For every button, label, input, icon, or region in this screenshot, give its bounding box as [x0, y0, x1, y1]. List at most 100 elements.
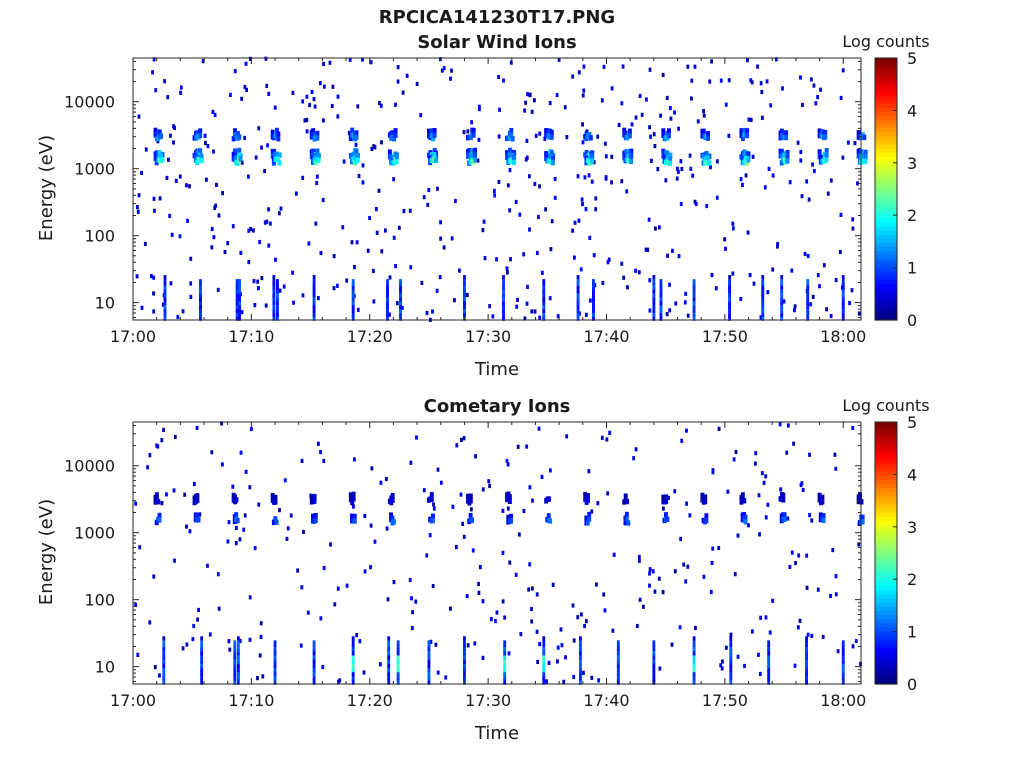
- spectrogram-cell: [391, 519, 396, 525]
- spectrogram-cell: [399, 314, 402, 321]
- spectrogram-cell: [758, 671, 762, 677]
- spectrogram-cell: [436, 467, 440, 472]
- spectrogram-cell: [436, 670, 440, 675]
- spectrogram-cell: [805, 553, 809, 558]
- spectrogram-cell: [264, 56, 268, 61]
- spectrogram-cell: [312, 661, 316, 669]
- spectrogram-cell: [272, 298, 276, 306]
- spectrogram-cell: [518, 212, 522, 217]
- colorbar-segment: [875, 454, 897, 460]
- spectrogram-cell: [786, 516, 790, 521]
- spectrogram-cell: [342, 159, 346, 164]
- spectrogram-cell: [470, 517, 474, 523]
- spectrogram-cell: [503, 640, 507, 648]
- spectrogram-cell: [312, 644, 316, 652]
- spectrogram-cell: [278, 508, 281, 513]
- colorbar-tick-label: 5: [907, 413, 917, 432]
- spectrogram-cell: [272, 279, 276, 286]
- colorbar-segment: [875, 434, 897, 439]
- spectrogram-cell: [767, 678, 771, 685]
- colorbar-segment: [875, 123, 897, 129]
- spectrogram-cell: [652, 275, 656, 280]
- colorbar-segment: [875, 156, 897, 161]
- spectrogram-cell: [185, 183, 188, 188]
- spectrogram-cell: [818, 284, 821, 289]
- colorbar-title: Log counts: [842, 396, 929, 415]
- spectrogram-cell: [736, 654, 740, 659]
- panel-cometary-ions: Cometary Ions Log counts 17:00 17:10 17:20…: [36, 396, 930, 744]
- spectrogram-cell: [505, 458, 509, 464]
- spectrogram-cell: [805, 678, 808, 685]
- spectrogram-cell: [592, 298, 595, 306]
- spectrogram-cell: [463, 661, 466, 669]
- spectrogram-cell: [495, 257, 498, 262]
- spectrogram-cell: [134, 602, 138, 607]
- spectrogram-cell: [652, 669, 656, 677]
- spectrogram-cell: [312, 294, 316, 302]
- spectrogram-cell: [185, 642, 189, 647]
- colorbar-segment: [875, 209, 897, 215]
- spectrogram-cell: [686, 64, 690, 69]
- spectrogram-cell: [761, 298, 765, 306]
- spectrogram-cell: [233, 640, 237, 648]
- spectrogram-cell: [163, 286, 167, 294]
- spectrogram-cell: [750, 629, 754, 634]
- spectrogram-cell: [592, 314, 595, 321]
- colorbar-segment: [875, 62, 897, 67]
- spectrogram-cell: [564, 655, 567, 660]
- spectrogram-cell: [312, 306, 316, 314]
- spectrogram-cell: [158, 673, 161, 678]
- spectrogram-cell: [841, 294, 845, 302]
- spectrogram-cell: [573, 255, 576, 260]
- spectrogram-cell: [679, 159, 683, 164]
- spectrogram-cell: [249, 227, 253, 232]
- spectrogram-cell: [136, 652, 140, 657]
- colorbar-segment: [875, 442, 897, 448]
- spectrogram-cell: [760, 471, 764, 476]
- colorbar-segment: [875, 74, 897, 80]
- spectrogram-cell: [534, 133, 538, 138]
- spectrogram-cell: [399, 310, 402, 317]
- spectrogram-cell: [509, 132, 514, 138]
- spectrogram-cell: [355, 632, 359, 638]
- spectrogram-cell: [316, 441, 320, 446]
- colorbar-segment: [875, 90, 897, 96]
- spectrogram-cell: [502, 279, 505, 286]
- spectrogram-cell: [579, 665, 582, 673]
- colorbar-tick-label: 4: [907, 101, 917, 120]
- spectrogram-cell: [548, 518, 553, 524]
- spectrogram-cell: [495, 610, 499, 615]
- spectrogram-cell: [450, 68, 453, 73]
- spectrogram-cell: [477, 581, 480, 587]
- spectrogram-cell: [661, 128, 666, 133]
- colorbar-segment: [875, 78, 897, 84]
- spectrogram-cell: [231, 224, 235, 229]
- y-axis-label: Energy (eV): [36, 135, 57, 241]
- spectrogram-cell: [856, 181, 859, 186]
- spectrogram-cell: [576, 314, 580, 321]
- spectrogram-cell: [351, 644, 355, 652]
- spectrogram-cell: [380, 140, 383, 145]
- colorbar-segment: [875, 458, 897, 464]
- spectrogram-cell: [256, 279, 260, 284]
- spectrogram-cell: [659, 310, 663, 317]
- spectrogram-cell: [805, 585, 809, 590]
- spectrogram-cell: [721, 659, 724, 664]
- spectrogram-cell: [200, 652, 204, 660]
- spectrogram-cell: [169, 281, 173, 286]
- spectrogram-cell: [688, 153, 692, 158]
- spectrogram-cell: [198, 128, 203, 133]
- spectrogram-cell: [782, 152, 787, 158]
- spectrogram-cell: [257, 126, 261, 131]
- spectrogram-cell: [273, 669, 277, 677]
- spectrogram-cell: [235, 298, 239, 306]
- colorbar-tick-label: 0: [907, 675, 917, 694]
- spectrogram-cell: [786, 423, 790, 428]
- spectrogram-cell: [839, 95, 843, 101]
- spectrogram-cell: [256, 676, 259, 681]
- spectrogram-cell: [231, 484, 235, 489]
- spectrogram-cell: [465, 292, 469, 298]
- spectrogram-cell: [547, 660, 551, 665]
- spectrogram-cell: [691, 173, 695, 178]
